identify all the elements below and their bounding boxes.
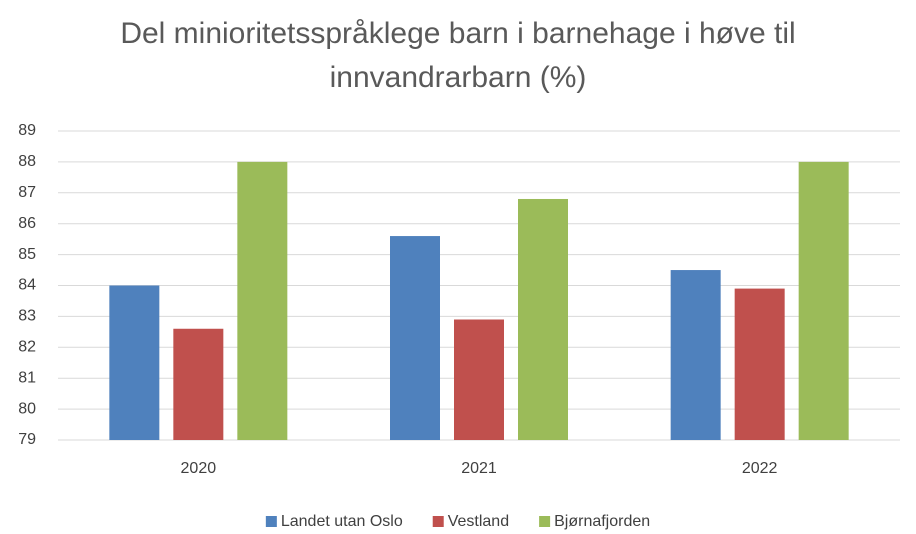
x-tick-label: 2021: [461, 460, 497, 477]
x-tick-label: 2020: [181, 460, 217, 477]
legend-label: Landet utan Oslo: [281, 513, 403, 530]
y-tick-label: 82: [18, 339, 36, 356]
bar: [237, 161, 288, 440]
bar: [734, 288, 785, 440]
bar: [390, 236, 440, 440]
y-tick-label: 79: [18, 431, 36, 448]
y-tick-label: 84: [18, 277, 36, 294]
legend-label: Vestland: [448, 513, 509, 530]
chart-title: Del minioritetsspråklege barn i barnehag…: [120, 17, 796, 94]
y-tick-label: 81: [18, 369, 36, 386]
legend-swatch: [539, 516, 551, 527]
legend-swatch: [432, 516, 444, 527]
legend-label: Bjørnafjorden: [554, 513, 650, 530]
bar: [173, 328, 224, 440]
y-tick-label: 86: [18, 215, 36, 232]
bar: [798, 161, 849, 440]
x-tick-label: 2022: [742, 460, 778, 477]
bar: [109, 285, 160, 440]
y-tick-label: 80: [18, 400, 36, 417]
bar: [670, 270, 721, 440]
legend-swatch: [265, 516, 277, 527]
bar: [454, 319, 504, 440]
y-tick-label: 89: [18, 122, 36, 139]
y-tick-label: 88: [18, 153, 36, 170]
y-tick-label: 87: [18, 184, 36, 201]
y-tick-label: 83: [18, 308, 36, 325]
bar: [518, 198, 568, 440]
y-tick-label: 85: [18, 246, 36, 263]
